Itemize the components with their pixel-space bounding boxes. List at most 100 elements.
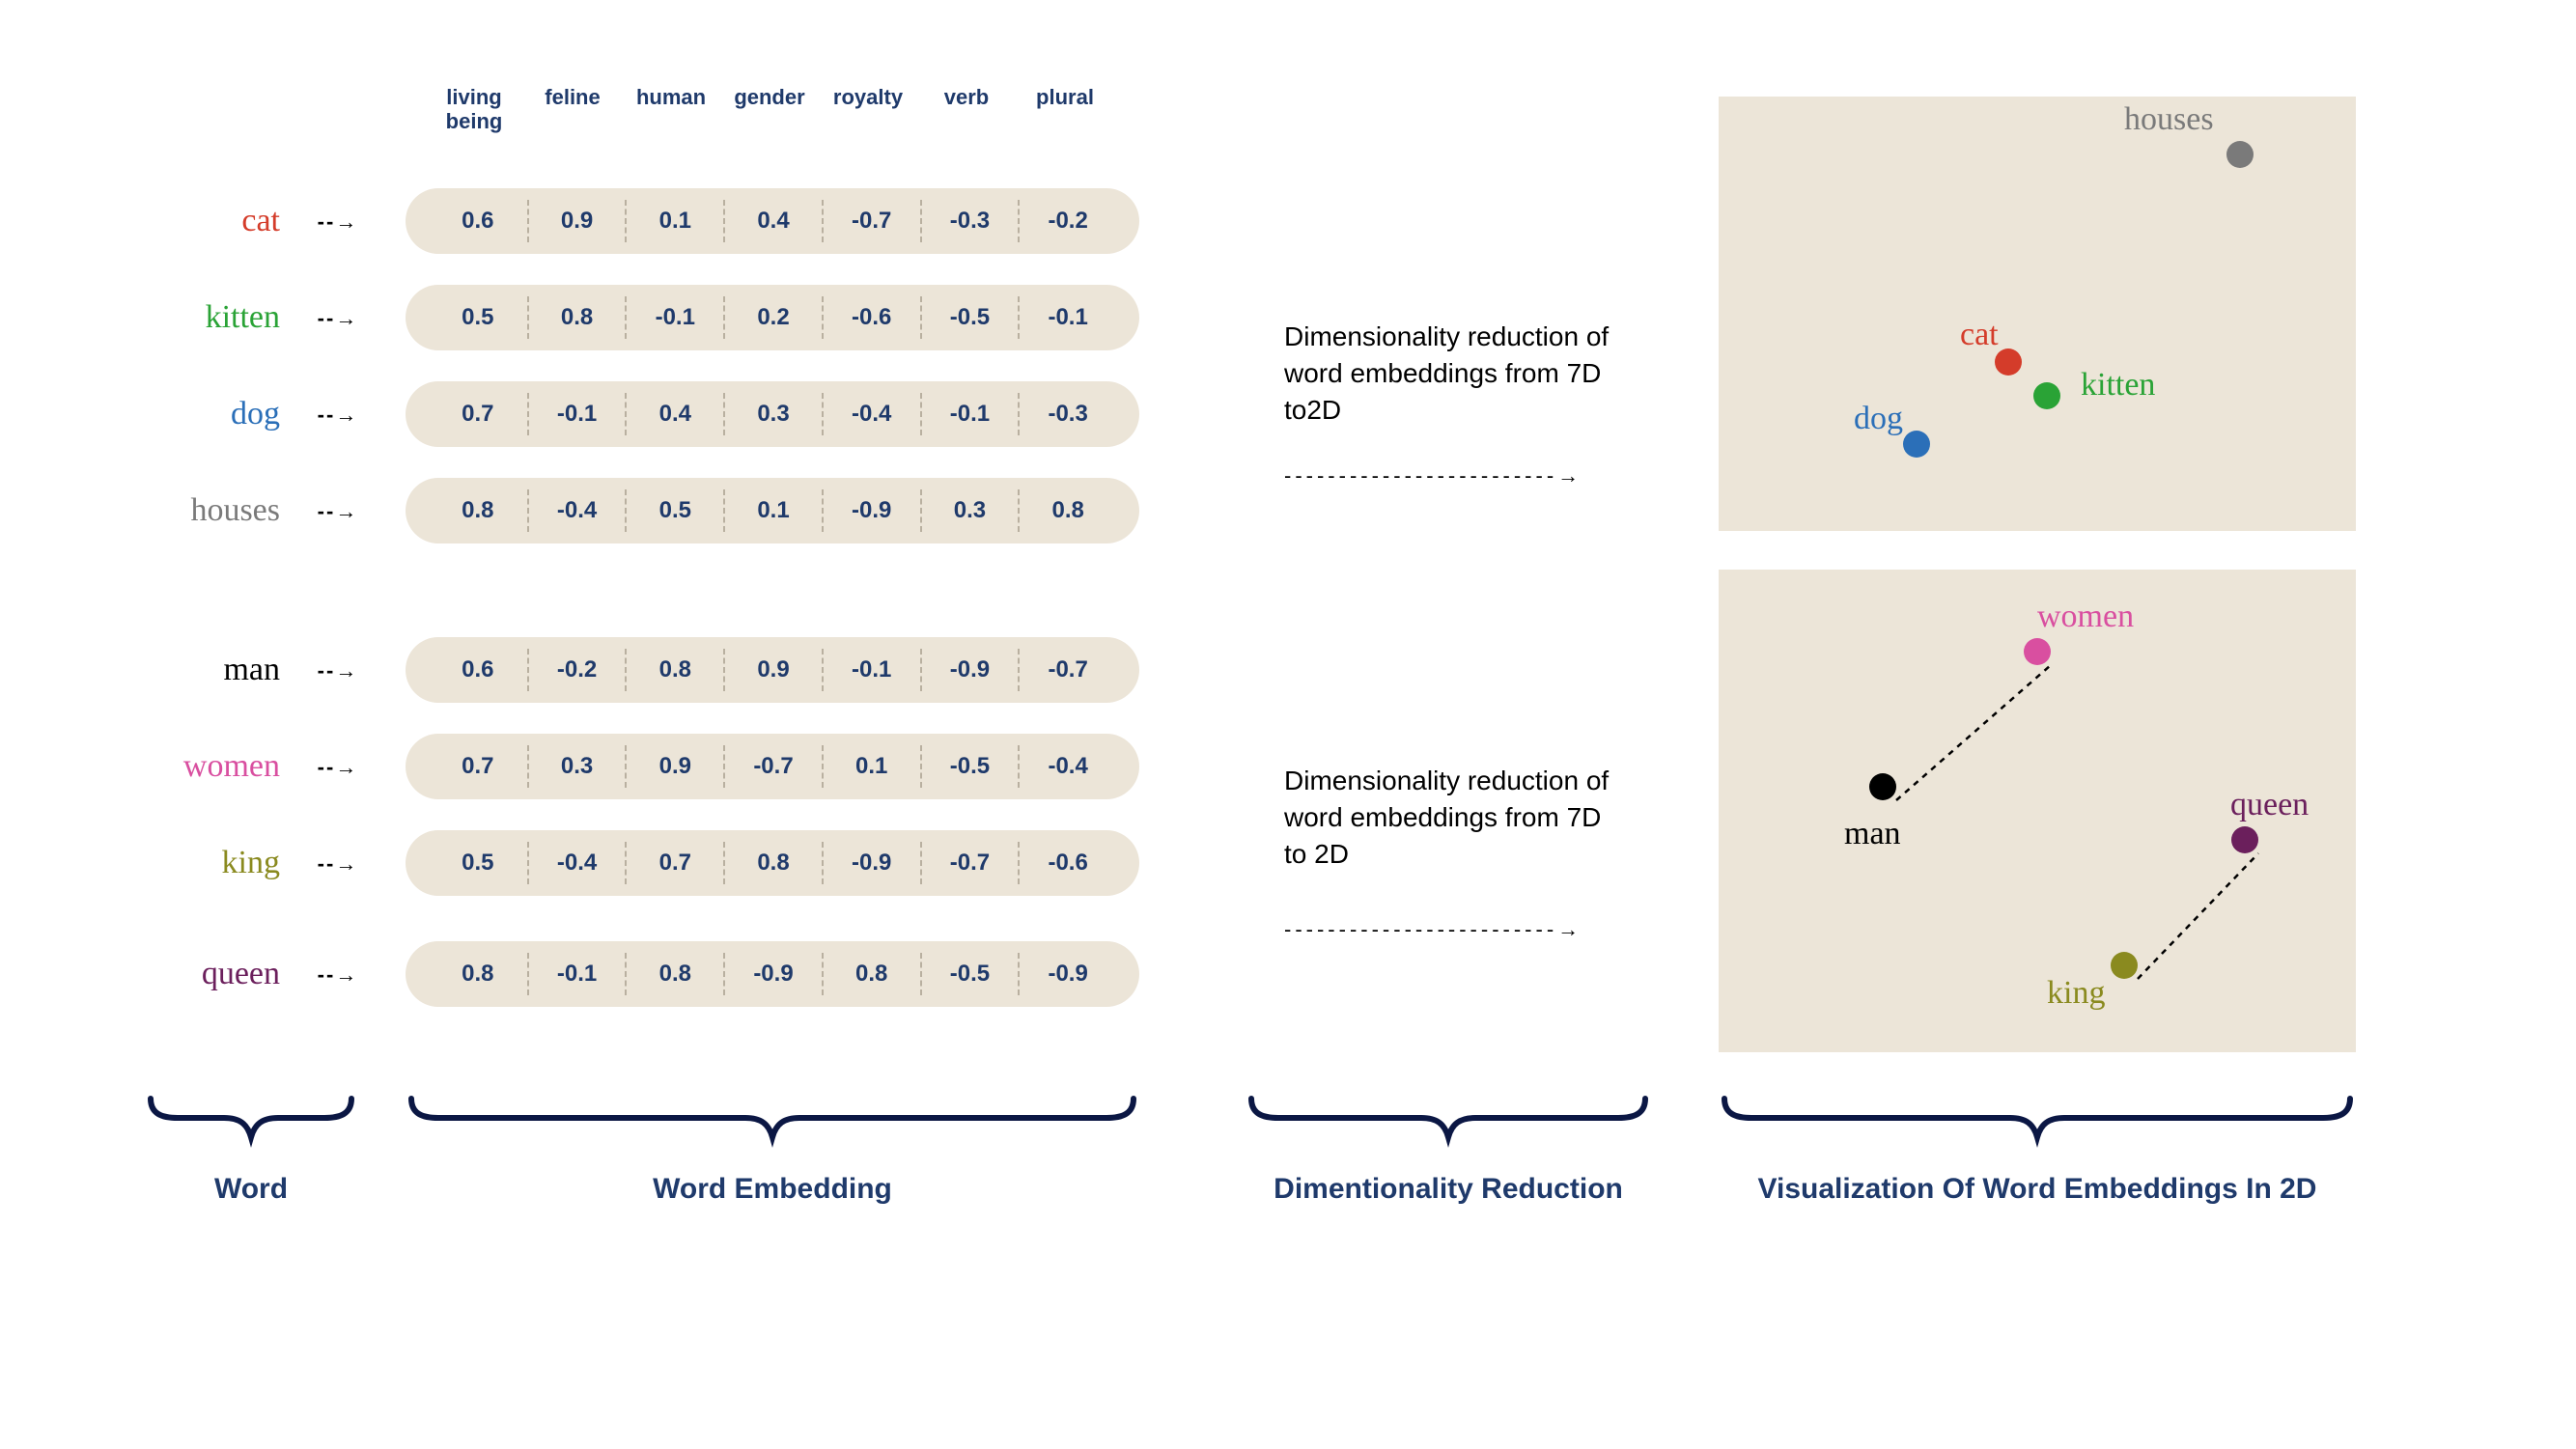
embedding-cell: -0.1 (625, 296, 723, 339)
embedding-cell: 0.6 (429, 649, 527, 691)
brace-label-word-embedding: Word Embedding (406, 1173, 1139, 1206)
embedding-cell: 0.9 (527, 200, 626, 242)
header-verb: verb (917, 85, 1016, 134)
embedding-cell: 0.5 (429, 296, 527, 339)
embedding-cell: -0.9 (723, 953, 822, 995)
arrow-kitten: --→ (309, 306, 367, 331)
word-label-kitten: kitten (87, 299, 280, 336)
embedding-cell: 0.3 (920, 489, 1019, 532)
embedding-cell: -0.3 (920, 200, 1019, 242)
embedding-cell: -0.4 (527, 842, 626, 884)
dim-reduction-caption-top: Dimensionality reduction of word embeddi… (1284, 319, 1612, 428)
point-label-cat: cat (1960, 317, 1999, 353)
embedding-row-dog: 0.7-0.10.40.3-0.4-0.1-0.3 (406, 381, 1139, 447)
embedding-cell: -0.1 (920, 393, 1019, 435)
embedding-cell: -0.9 (822, 489, 920, 532)
point-kitten (2033, 382, 2060, 409)
plot-animals-2d: houses cat kitten dog (1719, 97, 2356, 531)
arrow-women: --→ (309, 755, 367, 780)
dim-reduction-arrow-bottom: -------------------------→ (1284, 917, 1612, 942)
point-label-queen: queen (2230, 787, 2309, 823)
embedding-cell: 0.7 (429, 745, 527, 788)
embedding-row-cat: 0.60.90.10.4-0.7-0.3-0.2 (406, 188, 1139, 254)
point-man (1869, 773, 1896, 800)
embedding-cell: -0.5 (920, 296, 1019, 339)
word-label-cat: cat (87, 203, 280, 239)
plot-people-2d: women man queen king (1719, 570, 2356, 1052)
brace-label-dimentionality-reduction: Dimentionality Reduction (1246, 1173, 1651, 1206)
embedding-cell: -0.9 (920, 649, 1019, 691)
embedding-cell: 0.3 (723, 393, 822, 435)
embedding-cell: 0.8 (822, 953, 920, 995)
header-royalty: royalty (819, 85, 917, 134)
point-label-dog: dog (1854, 401, 1903, 437)
embedding-cell: 0.8 (625, 649, 723, 691)
embedding-cell: 0.8 (429, 489, 527, 532)
embedding-cell: 0.7 (429, 393, 527, 435)
embedding-cell: 0.6 (429, 200, 527, 242)
embedding-row-kitten: 0.50.8-0.10.2-0.6-0.5-0.1 (406, 285, 1139, 350)
embedding-cell: -0.7 (1018, 649, 1116, 691)
point-cat (1995, 348, 2022, 376)
embedding-cell: 0.8 (429, 953, 527, 995)
embedding-cell: 0.9 (723, 649, 822, 691)
header-feline: feline (523, 85, 622, 134)
brace-label-word: Word (145, 1173, 357, 1206)
embedding-cell: -0.9 (822, 842, 920, 884)
embedding-cell: 0.4 (723, 200, 822, 242)
embedding-cell: 0.2 (723, 296, 822, 339)
embedding-cell: -0.1 (822, 649, 920, 691)
embedding-cell: 0.8 (527, 296, 626, 339)
embedding-cell: 0.8 (723, 842, 822, 884)
embedding-headers: livingbeingfelinehumangenderroyaltyverbp… (425, 85, 1114, 134)
diagram-root: livingbeingfelinehumangenderroyaltyverbp… (0, 0, 2576, 1449)
embedding-cell: -0.1 (527, 953, 626, 995)
word-label-man: man (87, 652, 280, 688)
embedding-row-man: 0.6-0.20.80.9-0.1-0.9-0.7 (406, 637, 1139, 703)
brace-label-visualization-of-word-embeddings-in-2d: Visualization Of Word Embeddings In 2D (1719, 1173, 2356, 1206)
embedding-cell: 0.9 (625, 745, 723, 788)
embedding-cell: -0.9 (1018, 953, 1116, 995)
embedding-cell: -0.5 (920, 953, 1019, 995)
dim-reduction-caption-bottom: Dimensionality reduction of word embeddi… (1284, 763, 1612, 872)
word-label-queen: queen (87, 956, 280, 992)
point-queen (2231, 826, 2258, 853)
brace-visualization-of-word-embeddings-in-2d (1719, 1091, 2356, 1158)
point-label-houses: houses (2124, 101, 2214, 138)
embedding-cell: 0.8 (1018, 489, 1116, 532)
point-label-king: king (2047, 975, 2105, 1012)
embedding-cell: 0.1 (723, 489, 822, 532)
embedding-cell: -0.7 (920, 842, 1019, 884)
embedding-cell: 0.7 (625, 842, 723, 884)
embedding-cell: -0.7 (723, 745, 822, 788)
header-gender: gender (720, 85, 819, 134)
embedding-cell: -0.3 (1018, 393, 1116, 435)
embedding-cell: 0.4 (625, 393, 723, 435)
embedding-cell: -0.7 (822, 200, 920, 242)
embedding-cell: 0.1 (822, 745, 920, 788)
embedding-cell: -0.2 (527, 649, 626, 691)
embedding-row-king: 0.5-0.40.70.8-0.9-0.7-0.6 (406, 830, 1139, 896)
embedding-cell: 0.3 (527, 745, 626, 788)
point-label-kitten: kitten (2081, 367, 2155, 404)
point-women (2024, 638, 2051, 665)
brace-word (145, 1091, 357, 1158)
embedding-cell: 0.5 (429, 842, 527, 884)
arrow-cat: --→ (309, 209, 367, 235)
point-label-women: women (2037, 599, 2134, 635)
arrow-man: --→ (309, 658, 367, 683)
embedding-cell: -0.4 (1018, 745, 1116, 788)
arrow-houses: --→ (309, 499, 367, 524)
word-label-king: king (87, 845, 280, 881)
embedding-cell: 0.8 (625, 953, 723, 995)
embedding-cell: -0.4 (822, 393, 920, 435)
embedding-cell: -0.6 (822, 296, 920, 339)
embedding-cell: -0.1 (1018, 296, 1116, 339)
embedding-cell: 0.1 (625, 200, 723, 242)
embedding-row-houses: 0.8-0.40.50.1-0.90.30.8 (406, 478, 1139, 543)
embedding-cell: -0.1 (527, 393, 626, 435)
embedding-cell: -0.5 (920, 745, 1019, 788)
point-label-man: man (1844, 816, 1901, 852)
point-dog (1903, 431, 1930, 458)
embedding-cell: -0.2 (1018, 200, 1116, 242)
